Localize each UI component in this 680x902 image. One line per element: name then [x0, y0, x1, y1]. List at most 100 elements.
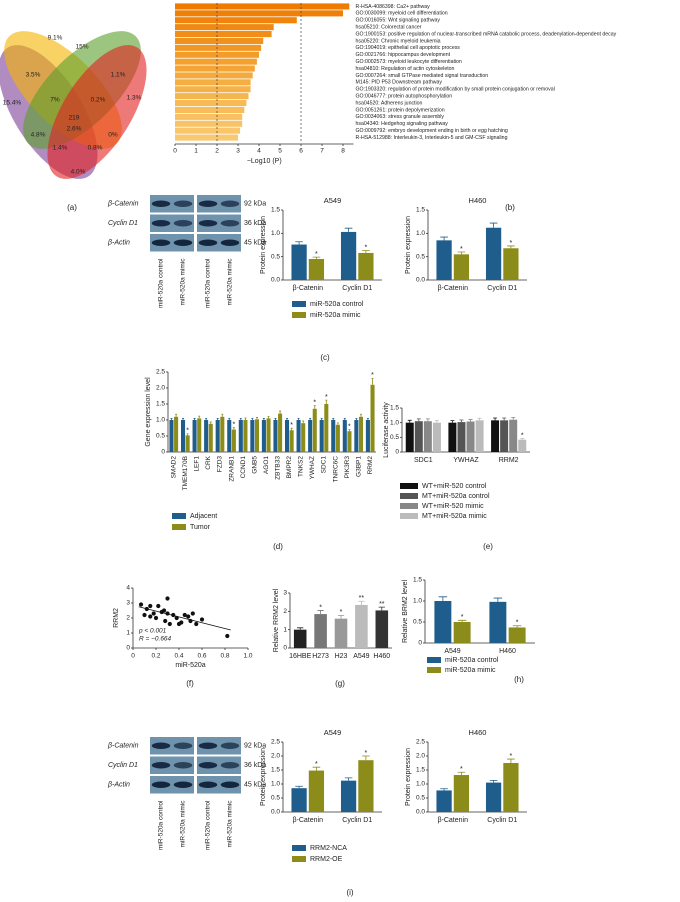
category-label: GO:0007264: small GTPase mediated signal… [356, 73, 489, 79]
venn-region-label: 7% [50, 97, 60, 104]
bar [301, 423, 306, 452]
chart-title: H460 [469, 196, 487, 205]
significance-mark: ** [359, 595, 365, 602]
blot-background [197, 214, 241, 232]
x-tick-label: YWHAZ [309, 456, 316, 480]
error-bar [511, 416, 516, 420]
bar [175, 113, 243, 120]
error-bar [279, 410, 282, 414]
error-bar [457, 619, 467, 622]
y-tick-label: 0.5 [413, 619, 422, 626]
panel-label: (g) [335, 679, 345, 688]
error-bar [295, 241, 303, 245]
bar [175, 58, 257, 65]
bar [354, 420, 359, 452]
x-axis-label: miR-520a [175, 662, 205, 669]
error-bar [255, 417, 258, 420]
scatter-point [186, 614, 191, 619]
y-tick-label: 2 [126, 615, 130, 622]
bar [227, 420, 232, 452]
category-label: R-HSA-512988: Interleukin-3, Interleukin… [356, 135, 508, 141]
significance-mark: * [232, 422, 235, 429]
legend-label: MT+miR-520a control [422, 493, 490, 500]
scatter-point [151, 611, 156, 616]
bar [308, 420, 313, 452]
error-bar [216, 418, 219, 420]
x-tick-label: A549 [353, 653, 369, 660]
bar [453, 254, 470, 280]
blot-band [198, 762, 218, 769]
error-bar [359, 413, 362, 417]
error-bar [295, 785, 303, 789]
y-tick-label: 1.0 [416, 781, 425, 788]
x-tick-label: ZBTB33 [274, 456, 281, 480]
error-bar [325, 399, 328, 404]
blot-band [198, 781, 218, 788]
blot-kda-label: 45 kDa [244, 240, 266, 247]
x-tick-label: H460 [373, 653, 390, 660]
error-bar [489, 779, 498, 783]
bar [347, 431, 352, 452]
bar [238, 420, 243, 452]
error-bar [355, 418, 358, 420]
x-tick-label: ZRANB1 [228, 456, 235, 482]
error-bar [312, 256, 321, 259]
x-tick-label: SDC1 [321, 456, 328, 474]
bar [175, 106, 245, 113]
significance-mark: * [365, 750, 368, 757]
x-tick-label: RRM2 [499, 457, 519, 464]
error-bar [493, 597, 503, 602]
bar [342, 420, 347, 452]
blot-band [198, 742, 218, 749]
legend-label: miR-520a control [310, 301, 364, 308]
x-tick-label: 0 [173, 148, 177, 155]
bar [175, 44, 262, 51]
scatter-point [167, 621, 172, 627]
category-label: R-HSA-4086398: Ca2+ pathway [356, 4, 431, 10]
venn-region-label: 2.6% [67, 126, 82, 133]
scatter-point [161, 608, 167, 613]
blot-lane-label: miR-520a mimic [227, 258, 234, 306]
annotation: R = −0.664 [139, 636, 172, 643]
error-bar [209, 421, 212, 424]
error-bar [366, 418, 369, 420]
error-bar [182, 418, 185, 420]
bar [453, 775, 470, 812]
category-label: GO:0021766: hippocampus development [356, 52, 451, 58]
error-bar [477, 417, 482, 421]
bar [208, 423, 213, 452]
blot-band [220, 239, 240, 246]
error-bar [434, 420, 439, 423]
bar [324, 404, 329, 452]
blot-band [220, 742, 240, 749]
significance-mark: * [461, 614, 464, 621]
x-tick-label: 16HBE [289, 653, 312, 660]
error-bar [493, 417, 498, 421]
blot-band [151, 742, 171, 749]
legend-swatch [292, 845, 306, 851]
error-bar [239, 418, 242, 420]
blot-row-label: Cyclin D1 [108, 762, 138, 769]
bar [175, 51, 259, 58]
legend-label: miR-520a mimic [310, 312, 361, 319]
bar [340, 231, 357, 280]
blot-kda-label: 92 kDa [244, 743, 266, 750]
venn-region-label: 219 [69, 115, 80, 122]
error-bar [337, 614, 345, 619]
bar [448, 422, 457, 452]
y-tick-label: 2 [283, 608, 287, 615]
error-bar [170, 418, 173, 420]
legend-label: RRM2-OE [310, 856, 343, 863]
bar [175, 3, 350, 10]
significance-mark: * [460, 766, 463, 773]
x-axis-label: −Log10 (P) [247, 158, 282, 165]
y-tick-label: 0.0 [271, 809, 280, 816]
significance-mark: * [290, 422, 293, 429]
bar [375, 610, 389, 648]
error-bar [438, 596, 448, 601]
bar [457, 422, 466, 452]
bar [278, 413, 283, 452]
x-tick-label: G3BP1 [355, 456, 362, 477]
bar [331, 420, 336, 452]
y-tick-label: 2.0 [271, 753, 280, 760]
